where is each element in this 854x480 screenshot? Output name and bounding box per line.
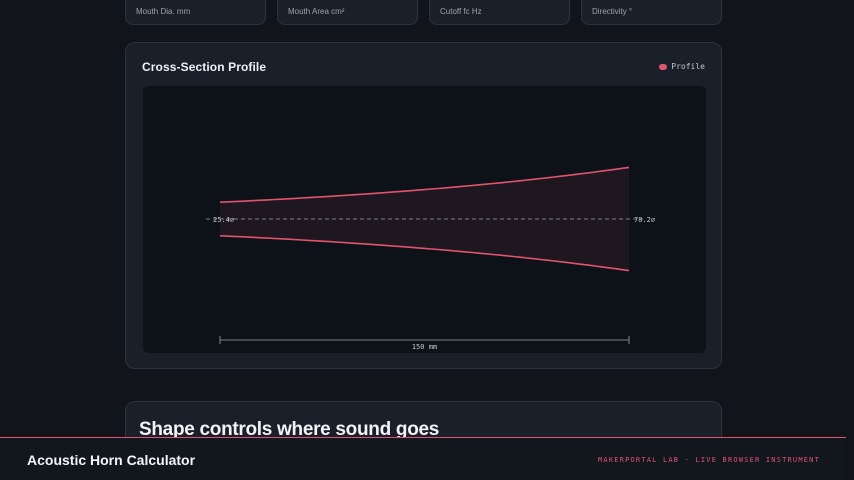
legend-swatch (659, 63, 668, 70)
stat-card-cutoff: Cutoff fc Hz (429, 0, 570, 25)
length-dimension-label: 150 mm (412, 343, 437, 351)
stat-label: Cutoff fc Hz (440, 7, 482, 16)
stat-cards: Mouth Dia. mm Mouth Area cm² Cutoff fc H… (125, 0, 722, 25)
profile-plot: 25.4⌀ 78.2⌀ 150 mm (143, 86, 706, 353)
stat-card-mouth-area: Mouth Area cm² (277, 0, 418, 25)
stat-card-directivity: Directivity ° (581, 0, 722, 25)
stat-label: Mouth Area cm² (288, 7, 345, 16)
app-title: Acoustic Horn Calculator (27, 452, 196, 468)
footer-bar: Acoustic Horn Calculator MAKERPORTAL LAB… (0, 437, 846, 480)
mouth-diameter-label: 78.2⌀ (634, 216, 655, 224)
footer-tagline: MAKERPORTAL LAB · LIVE BROWSER INSTRUMEN… (598, 456, 820, 464)
stat-label: Mouth Dia. mm (136, 7, 191, 16)
panel-title: Cross-Section Profile (142, 60, 267, 74)
throat-diameter-label: 25.4⌀ (213, 216, 234, 224)
legend-label: Profile (671, 62, 705, 71)
stat-label: Directivity ° (592, 7, 633, 16)
section-title: Shape controls where sound goes (139, 419, 440, 440)
profile-panel: Cross-Section Profile Profile 25.4⌀ 78.2… (125, 42, 722, 369)
stat-card-mouth-diameter: Mouth Dia. mm (125, 0, 266, 25)
profile-chart: 25.4⌀ 78.2⌀ 150 mm (206, 166, 655, 351)
horn-upper-profile-line (219, 166, 630, 203)
chart-legend: Profile (659, 62, 705, 71)
horn-lower-profile-line (219, 235, 630, 272)
